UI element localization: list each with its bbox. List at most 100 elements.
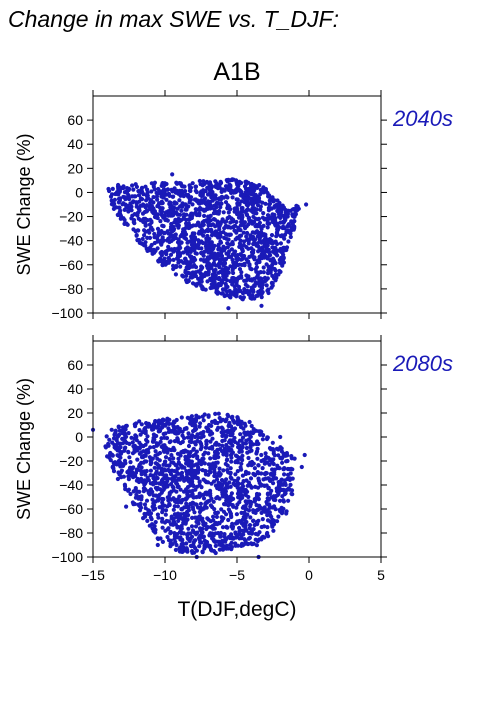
- data-point: [211, 479, 217, 484]
- data-point: [176, 518, 181, 524]
- data-point: [209, 253, 214, 258]
- data-point: [178, 251, 183, 256]
- data-point: [217, 539, 222, 545]
- data-point: [131, 199, 136, 204]
- data-point: [228, 494, 233, 499]
- data-point: [240, 205, 245, 211]
- data-point: [220, 271, 225, 276]
- data-point: [204, 439, 209, 444]
- data-point: [172, 447, 177, 452]
- data-point: [186, 536, 191, 541]
- data-point: [219, 507, 224, 512]
- data-point: [205, 258, 210, 263]
- data-point: [147, 523, 152, 528]
- data-point: [176, 515, 181, 520]
- data-point: [176, 219, 181, 224]
- data-point: [115, 212, 120, 218]
- data-point: [193, 188, 198, 193]
- data-point: [110, 186, 115, 191]
- data-point: [201, 188, 206, 193]
- data-point: [222, 258, 227, 263]
- data-point: [238, 238, 243, 243]
- data-point: [171, 424, 176, 429]
- data-point: [245, 203, 250, 208]
- data-point: [281, 252, 286, 257]
- data-point: [267, 510, 272, 515]
- data-point: [239, 253, 244, 258]
- data-point: [265, 518, 271, 523]
- data-point: [121, 184, 126, 189]
- data-point: [281, 205, 286, 210]
- data-point: [240, 473, 245, 478]
- data-point: [225, 463, 230, 468]
- data-point: [217, 265, 222, 270]
- data-point: [222, 248, 227, 253]
- data-point: [139, 497, 144, 502]
- data-point: [134, 492, 139, 497]
- data-point: [172, 200, 177, 205]
- data-point: [209, 230, 215, 235]
- data-point: [257, 503, 262, 508]
- data-point: [173, 430, 178, 435]
- data-point: [290, 467, 295, 472]
- data-point: [206, 261, 211, 266]
- data-point: [251, 289, 256, 294]
- data-point: [190, 550, 195, 556]
- data-point: [261, 211, 266, 216]
- data-point: [194, 245, 199, 250]
- data-point: [185, 240, 190, 245]
- data-point: [200, 550, 205, 555]
- data-point: [226, 507, 231, 512]
- data-point: [180, 429, 185, 434]
- data-point: [163, 512, 168, 517]
- data-point: [229, 188, 234, 193]
- data-point: [171, 456, 176, 461]
- data-point: [192, 248, 197, 253]
- data-point: [155, 512, 160, 517]
- data-point: [291, 207, 296, 212]
- data-point: [201, 496, 207, 501]
- data-point: [288, 482, 293, 487]
- data-point: [267, 267, 272, 272]
- data-point: [168, 208, 173, 213]
- data-point: [136, 216, 141, 221]
- data-point: [241, 230, 246, 235]
- data-point: [254, 494, 259, 499]
- data-point: [268, 472, 274, 477]
- data-point: [169, 448, 174, 453]
- data-point: [235, 469, 240, 474]
- data-point: [254, 207, 259, 212]
- data-point: [142, 453, 147, 458]
- data-point: [224, 194, 229, 199]
- data-point: [208, 525, 213, 530]
- data-point: [172, 504, 177, 509]
- data-point: [193, 502, 198, 507]
- data-point: [138, 504, 143, 509]
- data-point: [250, 221, 255, 226]
- data-point: [265, 491, 271, 496]
- data-point: [221, 210, 226, 215]
- data-point: [126, 487, 131, 492]
- data-point: [182, 548, 187, 553]
- data-point: [174, 542, 179, 548]
- data-point: [212, 243, 217, 248]
- data-point: [143, 243, 148, 248]
- data-point: [171, 496, 176, 501]
- data-point: [266, 213, 271, 219]
- data-point: [126, 208, 131, 214]
- data-point: [126, 469, 131, 474]
- data-point: [221, 468, 226, 473]
- data-point: [154, 476, 159, 481]
- data-point: [241, 426, 246, 431]
- data-point: [176, 237, 181, 242]
- data-point: [243, 526, 248, 531]
- data-point: [261, 270, 266, 275]
- data-point: [271, 494, 276, 499]
- data-point: [259, 190, 264, 195]
- data-point: [232, 250, 237, 255]
- data-point: [260, 517, 265, 522]
- data-point: [199, 435, 204, 440]
- data-point: [190, 231, 195, 236]
- data-point: [118, 455, 123, 460]
- data-point: [152, 231, 157, 237]
